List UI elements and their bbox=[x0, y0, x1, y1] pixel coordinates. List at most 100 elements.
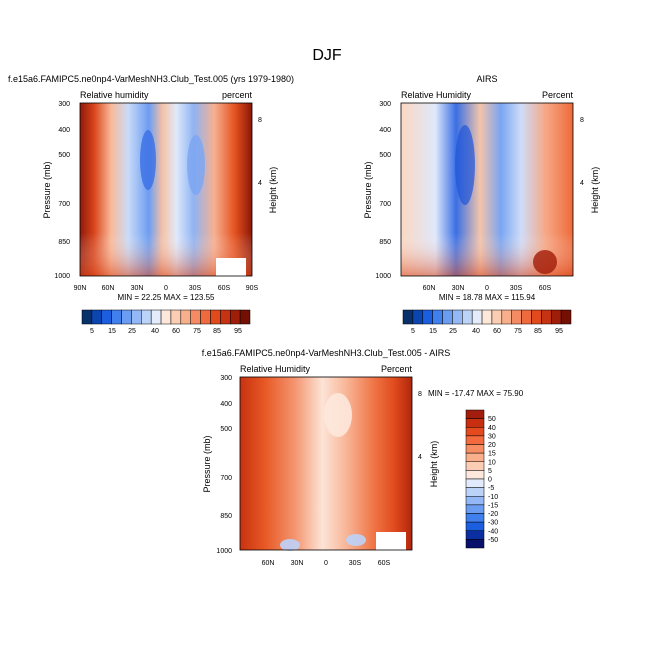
p3-cbar-label: 10 bbox=[488, 459, 496, 466]
panel-model: f.e15a6.FAMIPC5.ne0np4-VarMeshNH3.Club_T… bbox=[8, 74, 294, 335]
p3-cbar-label: -40 bbox=[488, 528, 498, 535]
colorbar-swatch bbox=[465, 461, 485, 471]
p1-cbar-label: 40 bbox=[151, 328, 159, 335]
p3-xtick: 30S bbox=[349, 560, 362, 567]
panel2-field-lower bbox=[401, 103, 573, 276]
p3-cbar-label: 50 bbox=[488, 416, 496, 423]
colorbar-swatch bbox=[442, 309, 453, 325]
p1-xtick: 60N bbox=[102, 285, 115, 292]
p1-ytick: 400 bbox=[58, 127, 70, 134]
colorbar-swatch bbox=[91, 309, 103, 325]
p1-cbar-label: 85 bbox=[213, 328, 221, 335]
p2-xtick: 30N bbox=[452, 285, 465, 292]
colorbar-swatch bbox=[465, 427, 485, 437]
colorbar-swatch bbox=[180, 309, 191, 325]
panel1-right-label: percent bbox=[222, 90, 253, 100]
colorbar-swatch bbox=[465, 487, 485, 497]
panel2-blob-south bbox=[533, 250, 557, 274]
colorbar-swatch bbox=[465, 418, 485, 428]
panel2-frame bbox=[400, 102, 574, 277]
p2-ylabel-right: Height (km) bbox=[590, 167, 600, 214]
colorbar-swatch bbox=[170, 309, 182, 325]
colorbar-swatch bbox=[501, 309, 512, 325]
colorbar-swatch bbox=[101, 309, 112, 325]
p2-ytick: 400 bbox=[379, 127, 391, 134]
colorbar-swatch bbox=[121, 309, 132, 325]
figure-title: DJF bbox=[312, 47, 342, 64]
p2-cbar-label: 60 bbox=[493, 328, 501, 335]
panel1-left-label: Relative humidity bbox=[80, 90, 149, 100]
panel3-blue-patch bbox=[346, 534, 366, 546]
p3-cbar-label: -30 bbox=[488, 520, 498, 527]
p3-xtick: 0 bbox=[324, 560, 328, 567]
panel3-field bbox=[240, 377, 412, 550]
p3-ytick: 1000 bbox=[216, 548, 232, 555]
p1-xtick: 60S bbox=[218, 285, 231, 292]
colorbar-swatch bbox=[491, 309, 503, 325]
p1-xtick: 0 bbox=[164, 285, 168, 292]
p1-cbar-label: 5 bbox=[90, 328, 94, 335]
p3-cbar-label: 30 bbox=[488, 433, 496, 440]
p2-xtick: 60S bbox=[539, 285, 552, 292]
colorbar-swatch bbox=[81, 309, 93, 325]
p2-ytick: 300 bbox=[379, 101, 391, 108]
colorbar-swatch bbox=[141, 309, 152, 325]
p2-cbar-label: 95 bbox=[555, 328, 563, 335]
p1-cbar-label: 75 bbox=[193, 328, 201, 335]
p3-height-tick: 4 bbox=[418, 454, 422, 461]
p1-cbar-label: 60 bbox=[172, 328, 180, 335]
p3-xtick: 60S bbox=[378, 560, 391, 567]
p1-cbar-label: 25 bbox=[128, 328, 136, 335]
colorbar-swatch bbox=[465, 409, 485, 419]
panel2-title: AIRS bbox=[476, 74, 497, 84]
p3-cbar-label: 0 bbox=[488, 477, 492, 484]
p3-stats: MIN = -17.47 MAX = 75.90 bbox=[428, 389, 524, 398]
colorbar-swatch bbox=[465, 452, 485, 462]
colorbar-swatch bbox=[412, 309, 424, 325]
colorbar-swatch bbox=[131, 309, 142, 325]
panel-difference: f.e15a6.FAMIPC5.ne0np4-VarMeshNH3.Club_T… bbox=[202, 348, 524, 567]
p2-xtick: 60N bbox=[423, 285, 436, 292]
panel3-missing bbox=[376, 532, 406, 550]
colorbar-swatch bbox=[511, 309, 522, 325]
panel1-missing bbox=[216, 258, 246, 276]
colorbar-swatch bbox=[160, 309, 172, 325]
colorbar-swatch bbox=[422, 309, 433, 325]
p1-xtick: 90N bbox=[74, 285, 87, 292]
p2-xtick: 0 bbox=[485, 285, 489, 292]
p3-cbar-label: -10 bbox=[488, 494, 498, 501]
p2-ytick: 700 bbox=[379, 201, 391, 208]
p2-cbar-label: 75 bbox=[514, 328, 522, 335]
p1-xtick: 30S bbox=[189, 285, 202, 292]
p3-cbar-label: -5 bbox=[488, 485, 494, 492]
panel3-frame bbox=[239, 376, 413, 551]
p3-ytick: 400 bbox=[220, 401, 232, 408]
p3-ylabel-right: Height (km) bbox=[429, 441, 439, 488]
colorbar-swatch bbox=[465, 530, 485, 540]
p2-xtick: 30S bbox=[510, 285, 523, 292]
colorbar-swatch bbox=[465, 504, 485, 514]
colorbar-swatch bbox=[465, 521, 485, 531]
p2-cbar-label: 15 bbox=[429, 328, 437, 335]
p3-cbar-label: -15 bbox=[488, 502, 498, 509]
p3-cbar-label: 20 bbox=[488, 442, 496, 449]
panel1-frame bbox=[79, 102, 253, 277]
panel3-title: f.e15a6.FAMIPC5.ne0np4-VarMeshNH3.Club_T… bbox=[202, 348, 450, 358]
p1-ylabel: Pressure (mb) bbox=[42, 161, 52, 218]
p1-colorbar bbox=[81, 309, 251, 325]
p1-ytick: 500 bbox=[58, 152, 70, 159]
colorbar-swatch bbox=[465, 435, 485, 445]
colorbar-swatch bbox=[550, 309, 562, 325]
colorbar-swatch bbox=[465, 513, 485, 523]
colorbar-swatch bbox=[200, 309, 211, 325]
p2-height-tick: 4 bbox=[580, 180, 584, 187]
panel3-blue-patch bbox=[280, 539, 300, 551]
p3-cbar-label: 40 bbox=[488, 425, 496, 432]
p3-xtick: 30N bbox=[291, 560, 304, 567]
p2-ytick: 500 bbox=[379, 152, 391, 159]
panel3-light-area bbox=[324, 393, 352, 437]
panel1-blob-south bbox=[187, 135, 205, 195]
p1-ytick: 700 bbox=[58, 201, 70, 208]
colorbar-swatch bbox=[465, 470, 485, 480]
